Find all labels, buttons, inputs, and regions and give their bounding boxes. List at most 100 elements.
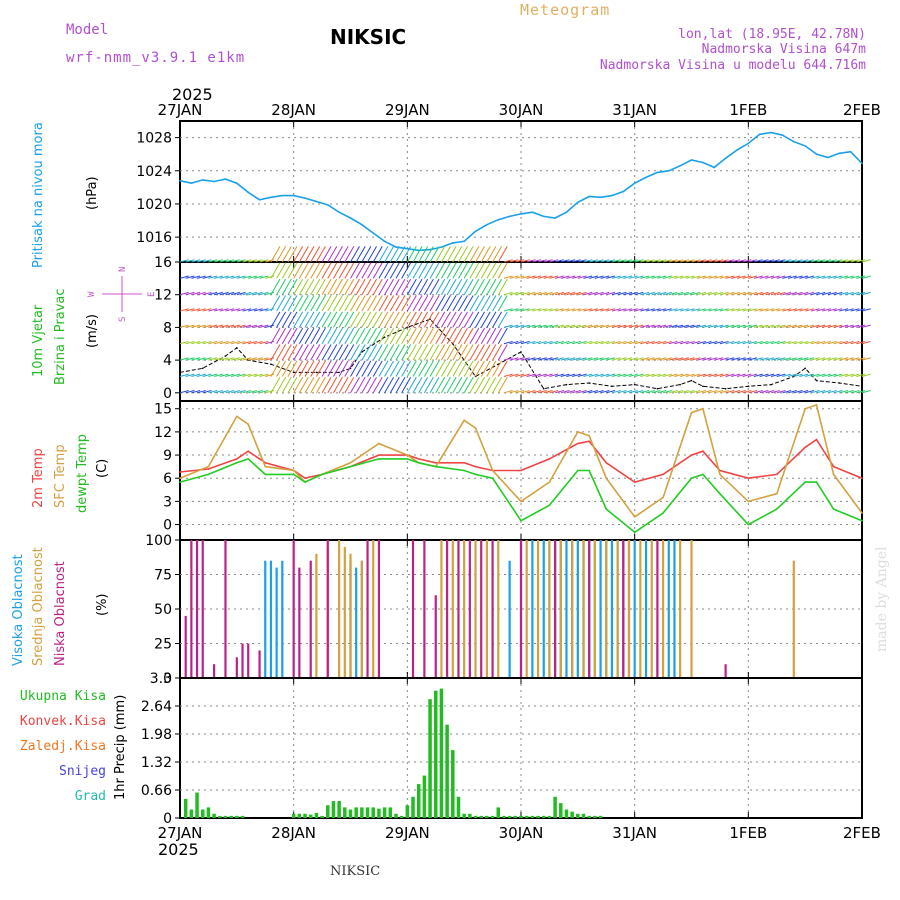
bar-mark <box>650 540 653 678</box>
wind-barb <box>611 390 621 394</box>
wind-barb <box>520 259 530 263</box>
data-point <box>463 419 465 422</box>
wind-barb <box>810 373 820 377</box>
y-tick-label: 0.66 <box>141 783 172 799</box>
wind-barb <box>617 291 627 296</box>
precip-snow-label: Snijeg <box>59 764 106 779</box>
wind-barb <box>310 376 321 394</box>
data-point <box>463 461 465 464</box>
wind-barb <box>509 275 519 279</box>
wind-barb <box>202 291 212 296</box>
data-point <box>264 465 267 468</box>
wind-barb <box>753 324 763 328</box>
wind-barb <box>759 357 769 361</box>
y-tick-label: 1.98 <box>141 727 172 743</box>
wind-barb <box>179 259 189 263</box>
wind-barb <box>350 246 360 263</box>
wind-barb <box>475 344 485 361</box>
wind-barb <box>248 324 258 328</box>
bar-mark <box>451 750 455 818</box>
wind-barb <box>850 324 860 328</box>
wind-barb <box>770 390 780 394</box>
wind-barb <box>776 259 786 263</box>
wind-barb <box>293 360 304 377</box>
x-tick-label-top: 27JAN <box>158 101 203 119</box>
wind-barb <box>572 275 581 279</box>
wind-barb <box>566 259 576 263</box>
cloud-high-label: Visoka Oblacnost <box>11 554 26 666</box>
cloud-mid-label: Srednja Oblacnost <box>31 547 46 666</box>
wind-barb <box>429 246 440 263</box>
bar-mark <box>229 815 233 818</box>
wind-barb <box>253 291 263 296</box>
wind-barb <box>395 295 406 312</box>
wind-barb <box>429 344 440 361</box>
wind-barb <box>691 373 701 377</box>
wind-barb <box>287 311 298 328</box>
wind-barb <box>395 376 406 394</box>
wind-barb <box>412 376 423 394</box>
wind-barb <box>418 327 429 345</box>
wind-barb <box>543 373 553 377</box>
wind-barb <box>606 390 616 394</box>
wind-barb <box>315 246 326 263</box>
wind-barb <box>799 340 809 345</box>
wind-barb <box>805 308 814 312</box>
wind-barb <box>304 344 315 361</box>
data-point <box>508 215 511 218</box>
wind-barb <box>225 291 235 296</box>
data-point <box>719 492 721 495</box>
bar-mark <box>411 540 415 678</box>
data-point <box>633 531 636 534</box>
wind-barb <box>839 357 849 361</box>
wind-barb <box>651 275 661 279</box>
wind-barb <box>355 327 366 345</box>
data-point <box>417 458 420 460</box>
data-point <box>804 446 806 449</box>
bar-mark <box>661 540 665 678</box>
wind-barb <box>532 357 542 361</box>
data-point <box>804 481 806 483</box>
temp-2m-label: 2m Temp <box>31 448 46 508</box>
wind-barb <box>827 308 837 312</box>
wind-barb <box>367 376 377 394</box>
wind-barb <box>674 373 684 377</box>
wind-barb <box>213 373 223 377</box>
bar-mark <box>303 813 307 818</box>
wind-barb <box>537 340 547 345</box>
data-point <box>565 211 568 214</box>
wind-barb <box>850 373 860 377</box>
bar-mark <box>439 688 444 818</box>
wind-barb <box>509 340 519 345</box>
wind-barb <box>287 246 298 263</box>
wind-barb <box>355 344 366 361</box>
wind-barb <box>321 295 332 312</box>
wind-barb <box>248 373 258 377</box>
data-point <box>207 468 210 470</box>
wind-barb <box>480 311 491 328</box>
wind-barb <box>372 344 383 361</box>
bar-mark <box>264 560 267 678</box>
wind-barb <box>537 291 547 296</box>
wind-barb <box>515 275 525 279</box>
wind-barb <box>259 275 269 279</box>
bar-mark <box>281 560 284 678</box>
data-point <box>264 473 267 476</box>
wind-barb <box>657 324 667 328</box>
bar-mark <box>434 690 438 818</box>
wind-barb <box>702 259 712 263</box>
data-point <box>463 469 465 472</box>
wind-barb <box>554 390 564 394</box>
wind-barb <box>844 357 854 361</box>
bar-mark <box>485 540 488 678</box>
wind-barb <box>651 259 661 263</box>
wind-barb <box>577 324 587 328</box>
wind-barb <box>549 373 559 377</box>
wind-barb <box>242 291 252 296</box>
y-tick-label: 100 <box>145 533 172 549</box>
wind-barb <box>782 357 792 361</box>
wind-barb <box>856 308 866 312</box>
wind-barb <box>281 344 292 361</box>
data-point <box>747 523 750 526</box>
wind-barb <box>685 291 695 296</box>
